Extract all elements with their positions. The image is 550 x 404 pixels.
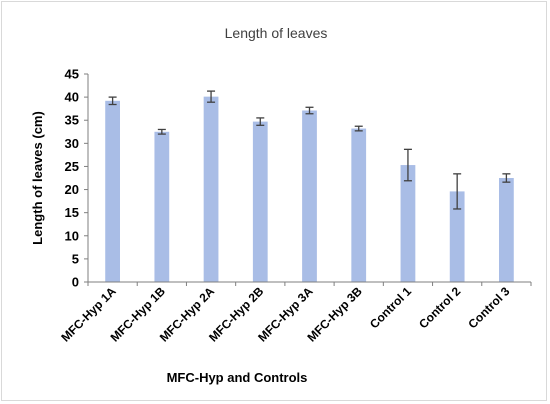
y-tick-labels: 0 5 10 15 20 25 30 35 40 45: [65, 67, 79, 290]
error-bars-layer: [108, 90, 511, 210]
error-bar-6: [354, 125, 363, 132]
bars-layer: [105, 96, 514, 282]
y-tick-label: 0: [72, 275, 79, 290]
y-tick-label: 40: [65, 90, 79, 105]
axes-layer: [84, 73, 532, 286]
bar-3: [203, 96, 219, 282]
error-bar-4: [256, 117, 265, 126]
y-axis-title: Length of leaves (cm): [30, 111, 45, 245]
y-tick-label: 45: [65, 67, 79, 82]
bar-2: [154, 131, 170, 282]
chart-title: Length of leaves: [225, 25, 328, 41]
bar-7: [400, 165, 416, 282]
y-tick-label: 10: [65, 228, 79, 243]
bar-5: [302, 110, 317, 282]
x-tick-label: Control 1: [367, 284, 414, 331]
bar-9: [499, 178, 514, 282]
y-tick-label: 25: [65, 159, 79, 174]
y-tick-label: 15: [65, 205, 79, 220]
x-axis-title: MFC-Hyp and Controls: [167, 370, 308, 385]
error-bar-7: [403, 148, 412, 182]
error-bar-5: [305, 106, 314, 115]
y-tick-label: 35: [65, 113, 79, 128]
bar-4: [252, 121, 268, 282]
y-tick-label: 20: [65, 182, 79, 197]
bar-8: [449, 191, 465, 282]
y-tick-label: 5: [72, 251, 79, 266]
x-tick-label: Control 3: [465, 284, 512, 331]
bar-6: [351, 128, 367, 282]
error-bar-2: [157, 128, 166, 135]
y-tick-label: 30: [65, 136, 79, 151]
x-tick-label: Control 2: [416, 284, 463, 331]
error-bar-8: [453, 173, 462, 210]
error-bar-9: [502, 173, 511, 183]
error-bar-1: [108, 96, 117, 106]
error-bar-3: [207, 90, 216, 103]
bar-1: [105, 100, 120, 282]
